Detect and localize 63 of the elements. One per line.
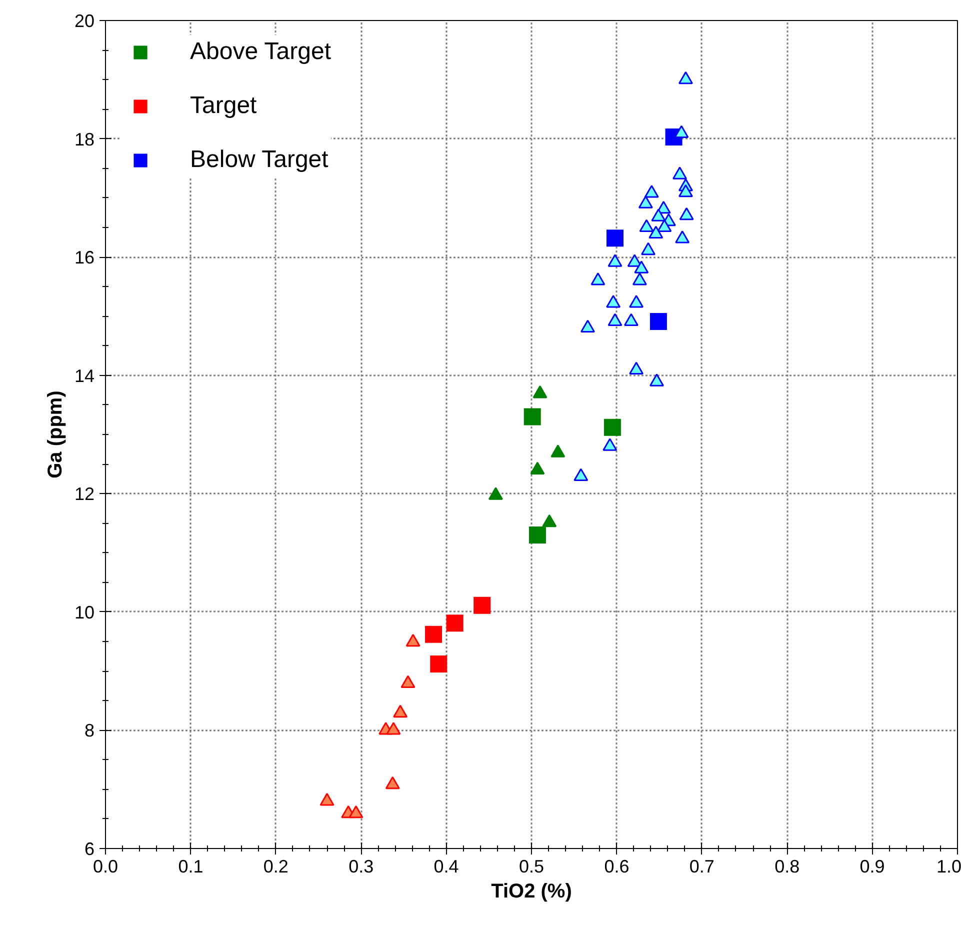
point [678, 184, 693, 198]
x-tick-label: 1.0 [936, 856, 961, 876]
y-tick-label: 14 [74, 366, 95, 386]
y-tick-label: 8 [84, 720, 95, 741]
y-tick-label: 10 [74, 602, 95, 622]
point [638, 196, 653, 208]
point [644, 184, 659, 198]
point [640, 242, 656, 256]
point [530, 462, 545, 474]
point [393, 704, 408, 718]
point [348, 805, 364, 818]
x-tick-label: 0.9 [860, 856, 885, 876]
point [574, 468, 588, 481]
point [488, 487, 503, 500]
point [590, 272, 606, 286]
x-tick-label: 0.5 [518, 856, 544, 876]
point [639, 219, 654, 232]
point [320, 792, 334, 806]
y-tick-label: 12 [74, 484, 95, 504]
point [651, 208, 666, 222]
x-tick-label: 0.1 [178, 856, 204, 876]
y-tick-label: 18 [74, 129, 95, 150]
point [627, 254, 642, 267]
point [386, 722, 401, 735]
point [675, 230, 690, 244]
x-tick-label: 0.7 [689, 856, 714, 876]
x-tick-label: 0.4 [434, 856, 459, 876]
x-axis-title: TiO2 (%) [491, 880, 572, 902]
x-tick-label: 0.6 [604, 856, 630, 876]
point [406, 634, 420, 647]
point [679, 207, 694, 220]
point [608, 313, 622, 326]
point [629, 362, 644, 375]
point [678, 71, 693, 84]
legend-label: Above Target [190, 38, 331, 66]
y-tick-label: 16 [74, 248, 95, 268]
point [542, 514, 557, 528]
point [648, 226, 664, 239]
point [580, 320, 595, 333]
point [629, 294, 644, 308]
point [649, 374, 664, 386]
y-axis-title: Ga (ppm) [44, 390, 66, 478]
x-tick-label: 0.2 [263, 856, 288, 876]
point [632, 272, 647, 286]
point [532, 385, 548, 398]
y-tick-label: 20 [74, 11, 95, 31]
point [606, 294, 621, 308]
point [657, 219, 672, 232]
point [634, 260, 649, 274]
x-tick-label: 0.0 [92, 856, 118, 876]
point [674, 125, 689, 138]
point [385, 776, 400, 790]
point [400, 675, 416, 688]
x-tick-label: 0.3 [348, 856, 374, 876]
point [624, 313, 638, 326]
point [672, 166, 687, 180]
point [608, 254, 622, 267]
point [550, 444, 566, 458]
legend-label: Target [190, 92, 257, 120]
x-tick-label: 0.8 [774, 856, 800, 876]
legend-label: Below Target [190, 146, 328, 174]
point [602, 438, 618, 451]
y-tick-label: 6 [84, 839, 95, 859]
